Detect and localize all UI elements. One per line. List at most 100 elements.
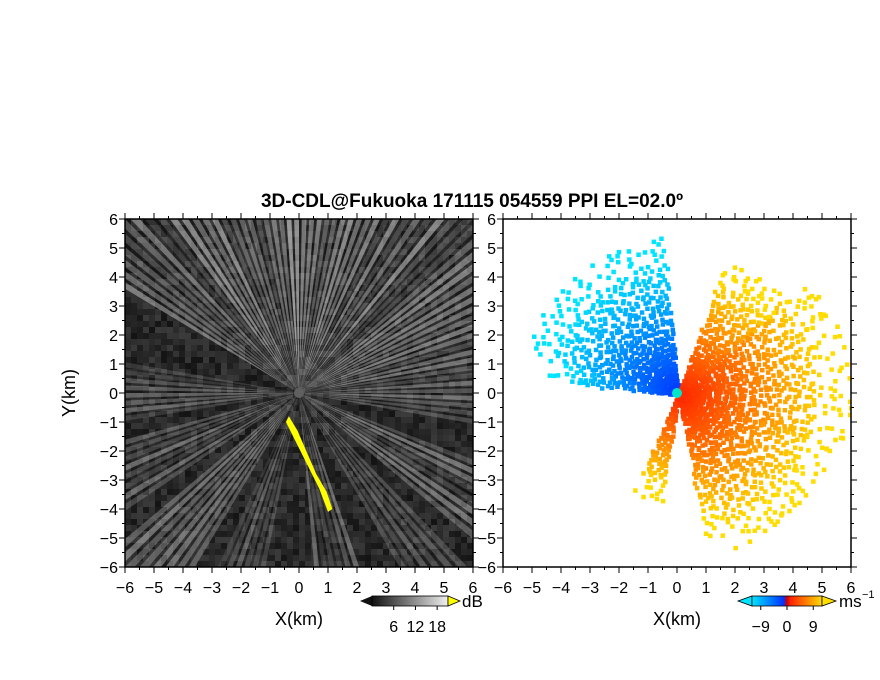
snr-noise-cell: [317, 375, 323, 381]
snr-noise-cell: [179, 357, 185, 363]
snr-noise-cell: [311, 297, 317, 303]
snr-noise-cell: [227, 453, 233, 459]
snr-noise-cell: [263, 243, 269, 249]
snr-noise-cell: [353, 459, 359, 465]
snr-noise-cell: [359, 375, 365, 381]
snr-noise-cell: [323, 549, 329, 555]
snr-noise-cell: [125, 441, 131, 447]
snr-noise-cell: [215, 243, 221, 249]
snr-noise-cell: [467, 537, 473, 543]
snr-noise-cell: [149, 381, 155, 387]
velocity-cell: [737, 367, 743, 373]
snr-noise-cell: [245, 483, 251, 489]
snr-noise-cell: [413, 507, 419, 513]
snr-noise-cell: [437, 315, 443, 321]
velocity-cell: [711, 385, 717, 390]
snr-noise-cell: [299, 495, 305, 501]
velocity-cell: [750, 366, 755, 371]
snr-noise-cell: [407, 279, 413, 285]
snr-noise-cell: [257, 543, 263, 549]
snr-noise-cell: [413, 405, 419, 411]
snr-beam: [125, 393, 299, 398]
snr-noise-cell: [347, 333, 353, 339]
snr-noise-cell: [167, 321, 173, 327]
snr-noise-cell: [251, 507, 257, 513]
snr-noise-cell: [287, 501, 293, 507]
velocity-cell: [774, 305, 779, 311]
snr-noise-cell: [323, 429, 329, 435]
velocity-cell: [633, 343, 638, 348]
snr-noise-cell: [197, 285, 203, 291]
velocity-cell: [693, 362, 698, 368]
snr-noise-cell: [341, 411, 347, 417]
snr-noise-cell: [209, 345, 215, 351]
velocity-cell: [795, 381, 801, 387]
velocity-cell: [664, 358, 670, 363]
velocity-cell: [774, 310, 779, 315]
snr-noise-cell: [365, 327, 371, 333]
snr-noise-cell: [311, 513, 317, 519]
velocity-cell: [726, 390, 732, 396]
snr-noise-cell: [395, 405, 401, 411]
snr-noise-cell: [215, 231, 221, 237]
velocity-cell: [657, 329, 662, 335]
velocity-cell: [759, 393, 764, 398]
velocity-cell: [798, 365, 803, 371]
snr-noise-cell: [275, 315, 281, 321]
snr-noise-cell: [323, 399, 329, 405]
snr-noise-cell: [419, 243, 425, 249]
velocity-cell: [765, 352, 771, 357]
snr-noise-cell: [155, 345, 161, 351]
snr-noise-cell: [263, 261, 269, 267]
snr-noise-cell: [461, 555, 467, 561]
snr-noise-cell: [449, 315, 455, 321]
velocity-cell: [697, 345, 702, 350]
snr-noise-cell: [143, 447, 149, 453]
snr-noise-cell: [161, 417, 167, 423]
snr-noise-cell: [353, 519, 359, 525]
snr-noise-cell: [365, 363, 371, 369]
snr-noise-cell: [251, 537, 257, 543]
snr-noise-cell: [167, 423, 173, 429]
snr-noise-cell: [293, 279, 299, 285]
snr-noise-cell: [191, 465, 197, 471]
snr-noise-cell: [257, 231, 263, 237]
snr-noise-cell: [209, 297, 215, 303]
snr-noise-cell: [251, 495, 257, 501]
velocity-cell: [615, 254, 620, 259]
snr-noise-cell: [419, 363, 425, 369]
snr-noise-cell: [365, 411, 371, 417]
velocity-cell: [600, 300, 606, 305]
snr-noise-cell: [371, 489, 377, 495]
velocity-cell: [569, 329, 574, 334]
snr-noise-cell: [359, 321, 365, 327]
velocity-cell: [763, 385, 769, 390]
velocity-cell: [645, 360, 651, 366]
velocity-cell: [795, 334, 800, 339]
snr-noise-cell: [215, 309, 221, 315]
snr-noise-cell: [359, 351, 365, 357]
snr-beam: [125, 393, 299, 414]
snr-noise-cell: [209, 249, 215, 255]
snr-noise-cell: [263, 471, 269, 477]
velocity-cell: [725, 365, 731, 370]
snr-noise-cell: [263, 453, 269, 459]
snr-noise-cell: [203, 231, 209, 237]
velocity-cell: [802, 306, 807, 311]
snr-noise-cell: [347, 549, 353, 555]
snr-noise-cell: [311, 285, 317, 291]
snr-noise-cell: [125, 345, 131, 351]
snr-noise-cell: [263, 273, 269, 279]
snr-noise-cell: [281, 297, 287, 303]
velocity-cell: [649, 364, 654, 369]
snr-noise-cell: [233, 555, 239, 561]
snr-noise-cell: [401, 267, 407, 273]
velocity-cell: [552, 373, 557, 379]
snr-noise-cell: [257, 339, 263, 345]
snr-noise-cell: [395, 483, 401, 489]
snr-noise-cell: [251, 279, 257, 285]
velocity-cell: [736, 323, 741, 328]
velocity-cell: [616, 306, 621, 311]
snr-noise-cell: [371, 219, 377, 225]
snr-noise-cell: [311, 465, 317, 471]
